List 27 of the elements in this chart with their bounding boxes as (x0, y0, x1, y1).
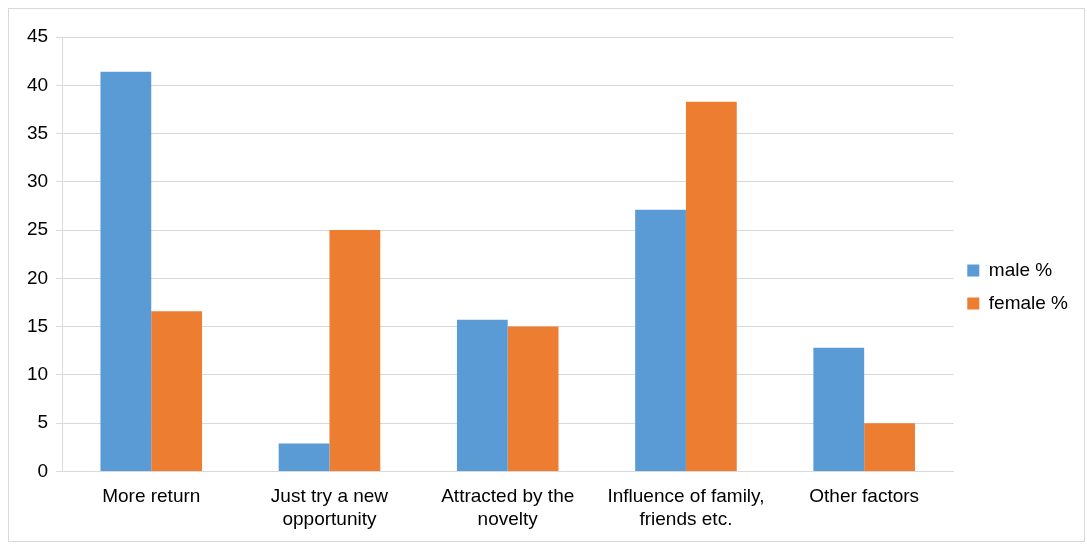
y-tick-label: 35 (26, 121, 49, 143)
legend-label: female % (988, 291, 1069, 313)
y-tick-label: 20 (26, 266, 49, 288)
bar (864, 423, 915, 471)
y-tick-label: 40 (26, 73, 49, 95)
bar (635, 209, 686, 471)
bar (685, 101, 737, 471)
x-tick-label: Just try a new opportunity (270, 485, 389, 529)
bar (278, 443, 330, 471)
legend-label: male % (988, 258, 1053, 280)
bar (151, 311, 203, 471)
bar (813, 347, 865, 471)
y-tick-label: 5 (37, 411, 49, 433)
x-tick-label: Influence of family, friends etc. (607, 485, 765, 529)
y-tick-label: 10 (26, 363, 49, 385)
y-tick-label: 45 (26, 25, 49, 47)
x-tick-label: Attracted by the novelty (441, 485, 575, 529)
bar (100, 71, 152, 471)
y-tick-label: 25 (26, 218, 49, 240)
bar (456, 319, 508, 471)
bar (507, 326, 559, 471)
y-tick-label: 0 (37, 459, 49, 481)
x-tick-label: Other factors (809, 485, 920, 507)
x-tick-label: More return (102, 485, 201, 507)
y-tick-label: 15 (26, 314, 49, 336)
bar (329, 230, 381, 471)
y-tick-label: 30 (26, 170, 49, 192)
